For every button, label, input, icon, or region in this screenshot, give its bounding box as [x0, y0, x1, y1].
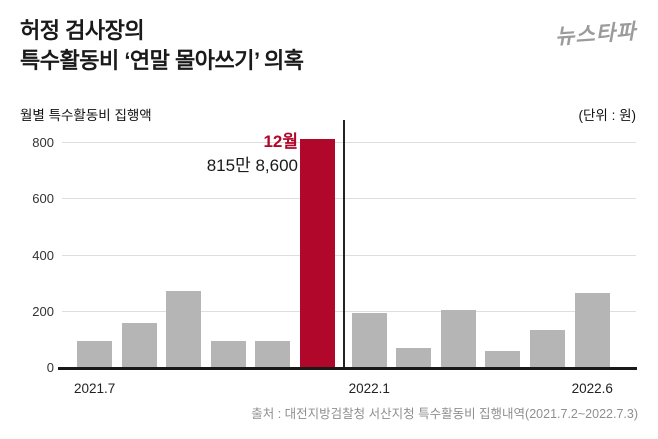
unit-label: (단위 : 원) [578, 108, 636, 123]
annotation-month: 12월 [263, 132, 298, 151]
highlight-annotation: 12월 815만 8,600 [100, 131, 298, 176]
bar-2022.3 [440, 310, 476, 368]
gridline [62, 310, 636, 312]
gridline [62, 198, 636, 200]
gridline [62, 254, 636, 256]
bar-2022.5 [530, 330, 565, 368]
y-tick-label: 600 [32, 191, 54, 207]
title-line-1: 허정 검사장의 [20, 18, 145, 43]
y-tick-label: 400 [32, 247, 54, 263]
bar-2022.1 [351, 313, 387, 368]
bar-2021.11 [255, 341, 291, 368]
chart-subtitle: 월별 특수활동비 집행액 [20, 108, 152, 123]
bar-2021.12 [300, 138, 335, 368]
bar-2021.8 [121, 323, 157, 368]
y-tick-label: 0 [46, 360, 54, 375]
annotation-value: 815만 8,600 [206, 156, 298, 175]
source-caption: 출처 : 대전지방검찰청 서산지청 특수활동비 집행내역(2021.7.2~20… [251, 407, 638, 421]
x-tick-label: 2021.7 [74, 381, 116, 396]
bar-2021.7 [77, 341, 112, 368]
y-tick-label: 800 [32, 135, 54, 150]
x-tick-label: 2022.1 [348, 381, 390, 396]
bar-2022.2 [396, 348, 432, 368]
x-axis-line [58, 367, 637, 370]
year-divider-line [343, 120, 345, 368]
bar-2021.10 [210, 341, 246, 368]
bar-2022.4 [485, 351, 521, 368]
bar-2022.6 [574, 293, 610, 368]
plot-area [62, 125, 636, 368]
bar-2021.9 [166, 290, 202, 368]
gridline [62, 142, 636, 143]
page-title: 허정 검사장의 특수활동비 ‘연말 몰아쓰기’ 의혹 [20, 16, 304, 76]
gridlines [62, 125, 636, 368]
y-tick-label: 200 [32, 303, 54, 319]
x-tick-label: 2022.6 [571, 381, 613, 396]
title-line-2: 특수활동비 ‘연말 몰아쓰기’ 의혹 [20, 48, 304, 73]
